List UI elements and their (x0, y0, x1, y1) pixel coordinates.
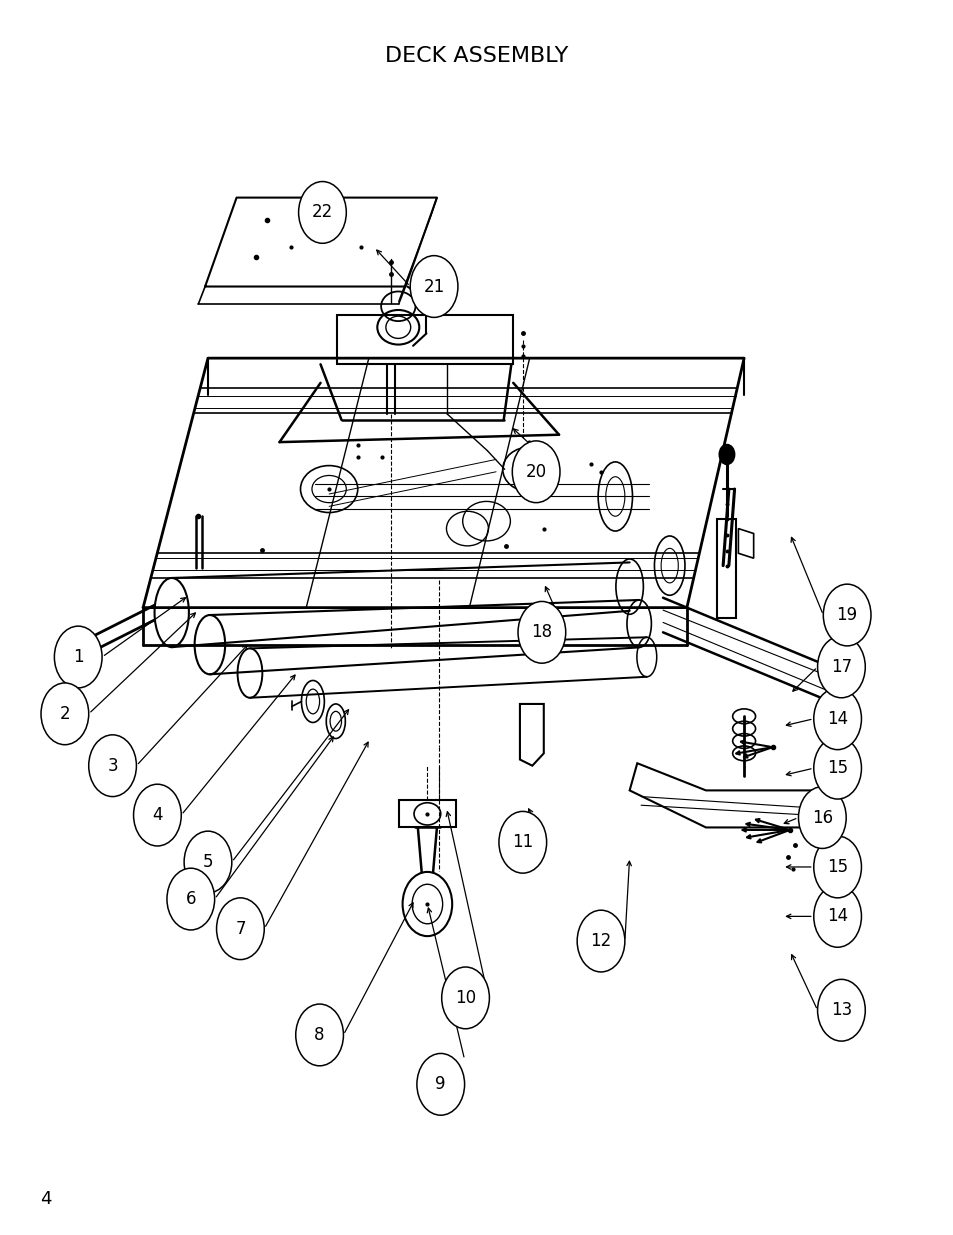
Text: 15: 15 (826, 858, 847, 876)
Text: 9: 9 (435, 1076, 446, 1093)
Circle shape (813, 688, 861, 750)
Text: 20: 20 (525, 463, 546, 480)
Circle shape (577, 910, 624, 972)
Text: 6: 6 (185, 890, 196, 908)
Ellipse shape (719, 445, 734, 464)
Circle shape (54, 626, 102, 688)
Text: 17: 17 (830, 658, 851, 676)
Text: 10: 10 (455, 989, 476, 1007)
Circle shape (184, 831, 232, 893)
Text: 5: 5 (202, 853, 213, 871)
Circle shape (517, 601, 565, 663)
Text: 21: 21 (423, 278, 444, 295)
Text: 14: 14 (826, 908, 847, 925)
Text: 12: 12 (590, 932, 611, 950)
Circle shape (822, 584, 870, 646)
Circle shape (410, 256, 457, 317)
Text: 2: 2 (59, 705, 71, 722)
Circle shape (167, 868, 214, 930)
Text: DECK ASSEMBLY: DECK ASSEMBLY (385, 46, 568, 65)
Text: 19: 19 (836, 606, 857, 624)
Circle shape (813, 836, 861, 898)
Circle shape (512, 441, 559, 503)
Circle shape (817, 979, 864, 1041)
Text: 4: 4 (152, 806, 163, 824)
Text: 18: 18 (531, 624, 552, 641)
Circle shape (216, 898, 264, 960)
Circle shape (41, 683, 89, 745)
Text: 8: 8 (314, 1026, 325, 1044)
Circle shape (817, 636, 864, 698)
Circle shape (798, 787, 845, 848)
Circle shape (416, 1053, 464, 1115)
Text: 4: 4 (40, 1189, 51, 1208)
Text: 3: 3 (107, 757, 118, 774)
Circle shape (295, 1004, 343, 1066)
Text: 7: 7 (234, 920, 246, 937)
Text: 14: 14 (826, 710, 847, 727)
Circle shape (89, 735, 136, 797)
Text: 15: 15 (826, 760, 847, 777)
Circle shape (813, 737, 861, 799)
Text: 22: 22 (312, 204, 333, 221)
Circle shape (441, 967, 489, 1029)
Text: 13: 13 (830, 1002, 851, 1019)
Circle shape (813, 885, 861, 947)
Circle shape (498, 811, 546, 873)
Text: 1: 1 (72, 648, 84, 666)
Text: 11: 11 (512, 834, 533, 851)
Text: 16: 16 (811, 809, 832, 826)
Circle shape (133, 784, 181, 846)
Circle shape (298, 182, 346, 243)
